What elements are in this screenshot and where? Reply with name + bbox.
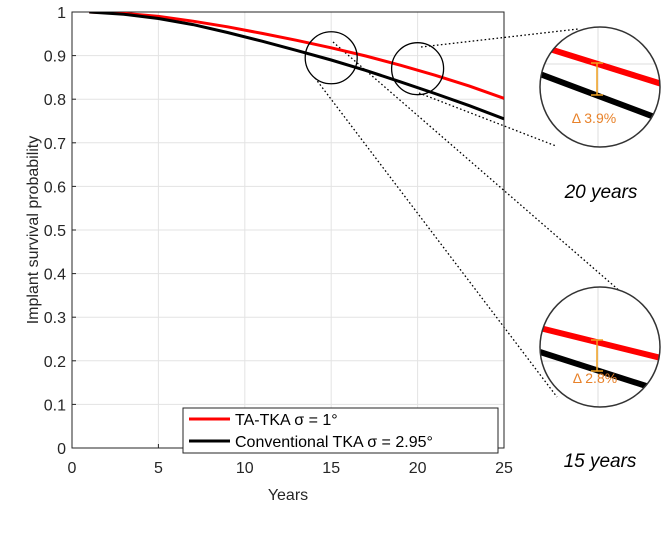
- y-tick-label: 0.1: [44, 397, 66, 414]
- zoom-caption-20-years: 20 years: [564, 182, 638, 203]
- delta-label-15-years: Δ 2.8%: [573, 370, 617, 386]
- series-lines: [89, 12, 504, 121]
- legend: TA-TKA σ = 1° Conventional TKA σ = 2.95°: [182, 407, 499, 454]
- zoom-inset-15-years: Δ 2.8% 15 years: [539, 286, 661, 472]
- connector-line: [418, 92, 557, 147]
- x-tick-label: 15: [322, 460, 340, 477]
- legend-label-conventional-tka: Conventional TKA σ = 2.95°: [235, 434, 433, 451]
- y-tick-label: 0.3: [44, 310, 66, 327]
- x-tick-label: 10: [236, 460, 254, 477]
- series-line-conventional-tka: [89, 12, 504, 121]
- y-tick-label: 0.7: [44, 136, 66, 153]
- zoom-marker-circle: [304, 31, 358, 85]
- y-tick-label: 0.4: [44, 267, 66, 284]
- series-line-ta-tka: [89, 12, 504, 100]
- delta-label-20-years: Δ 3.9%: [572, 110, 616, 126]
- zoom-black-line: [540, 349, 660, 395]
- x-tick-label: 5: [154, 460, 163, 477]
- zoom-connector-lines: [314, 28, 630, 398]
- y-tick-label: 0.6: [44, 179, 66, 196]
- y-tick-label: 0.8: [44, 92, 66, 109]
- x-tick-label: 0: [68, 460, 77, 477]
- zoom-red-line: [540, 325, 660, 362]
- x-tick-label: 20: [409, 460, 427, 477]
- y-tick-label: 0.2: [44, 354, 66, 371]
- connector-line: [314, 77, 558, 398]
- zoom-markers: [304, 31, 445, 96]
- y-tick-label: 0.5: [44, 223, 66, 240]
- zoom-caption-15-years: 15 years: [564, 451, 637, 472]
- zoom-marker-circle: [390, 42, 445, 96]
- legend-box: [182, 407, 499, 454]
- tick-labels: 0 5 10 15 20 25 0 0.1 0.2 0.3 0.4 0.5 0.6 0.7 0.8 0.9 1: [44, 5, 513, 477]
- zoom-inset-20-years: Δ 3.9% 20 years: [539, 26, 661, 203]
- x-tick-label: 25: [495, 460, 513, 477]
- x-axis-label: Years: [268, 487, 308, 504]
- y-tick-label: 1: [57, 5, 66, 22]
- y-tick-label: 0: [57, 441, 66, 458]
- y-axis-label: Implant survival probability: [25, 136, 42, 325]
- y-tick-label: 0.9: [44, 49, 66, 66]
- zoom-black-line: [540, 71, 660, 124]
- connector-line: [332, 41, 630, 300]
- legend-label-ta-tka: TA-TKA σ = 1°: [235, 412, 338, 429]
- connector-line: [420, 28, 579, 48]
- zoom-red-line: [540, 43, 660, 88]
